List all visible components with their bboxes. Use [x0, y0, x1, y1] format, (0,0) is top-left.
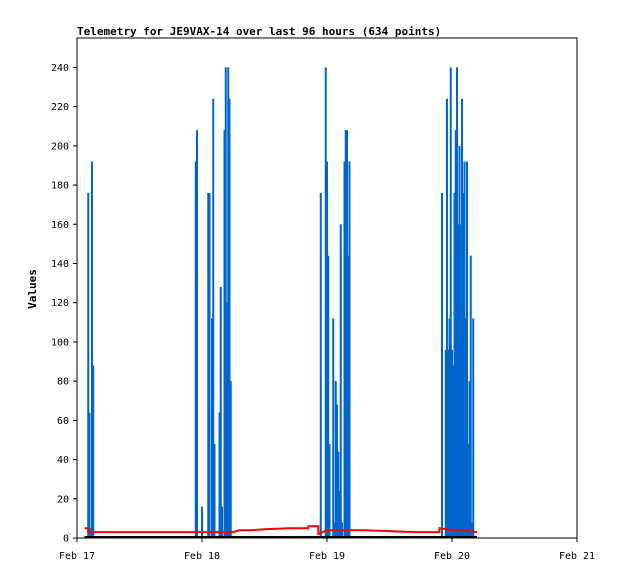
bar — [324, 67, 327, 538]
bar — [468, 381, 471, 538]
bar — [87, 192, 90, 538]
x-tick-label: Feb 17 — [59, 551, 95, 562]
bar — [332, 318, 335, 538]
bar — [223, 130, 226, 538]
bar — [218, 412, 221, 538]
x-tick-label: Feb 21 — [559, 551, 595, 562]
bar — [92, 365, 95, 538]
bar — [221, 506, 223, 538]
bar — [444, 349, 447, 538]
bar — [456, 67, 458, 538]
y-tick-label: 160 — [51, 220, 69, 231]
bar — [457, 224, 460, 538]
y-tick-label: 40 — [57, 455, 69, 466]
bar — [201, 506, 203, 538]
y-tick-label: 60 — [57, 416, 69, 427]
bar — [447, 349, 450, 538]
bar — [451, 349, 453, 538]
y-tick-label: 220 — [51, 102, 69, 113]
bar — [446, 98, 448, 539]
bar — [471, 522, 473, 538]
bar — [327, 255, 330, 538]
bar — [319, 192, 322, 538]
bar — [207, 192, 210, 538]
bar — [208, 192, 211, 538]
bar — [336, 404, 338, 538]
y-tick-label: 120 — [51, 298, 69, 309]
y-axis-label: Values — [26, 269, 39, 309]
y-tick-label: 140 — [51, 259, 69, 270]
bar — [224, 67, 227, 538]
bar — [194, 161, 197, 538]
bar — [449, 67, 452, 538]
x-tick-label: Feb 20 — [434, 551, 470, 562]
bar — [219, 287, 222, 538]
y-tick-label: 200 — [51, 141, 69, 152]
x-tick-label: Feb 18 — [184, 551, 220, 562]
bar — [462, 192, 465, 538]
y-tick-label: 100 — [51, 337, 69, 348]
bar — [472, 318, 475, 538]
bar — [347, 255, 350, 538]
bar — [91, 161, 93, 538]
bar — [338, 490, 341, 538]
bar — [212, 98, 215, 539]
bar — [464, 318, 467, 538]
bar — [346, 130, 348, 538]
bar — [469, 255, 472, 538]
bar — [328, 443, 331, 538]
bar — [348, 161, 351, 538]
y-tick-label: 20 — [57, 494, 69, 505]
bar — [229, 381, 232, 538]
bar — [461, 98, 463, 539]
bar — [453, 192, 456, 538]
y-axis: 0 20 40 60 80 100 120 140 160 180 200 220 240 — [51, 63, 77, 545]
bar — [448, 318, 451, 538]
bar — [452, 365, 455, 538]
bar — [458, 145, 461, 538]
bar — [441, 192, 443, 538]
bar — [228, 98, 231, 539]
bar — [227, 67, 230, 538]
chart-title: Telemetry for JE9VAX-14 over last 96 hou… — [77, 25, 441, 38]
bar — [88, 412, 91, 538]
bar — [339, 224, 342, 538]
y-tick-label: 0 — [63, 534, 69, 545]
y-tick-label: 80 — [57, 377, 69, 388]
bar — [463, 161, 466, 538]
bar — [454, 130, 457, 538]
bar — [459, 224, 462, 538]
red-series-line — [84, 525, 478, 536]
bar — [344, 130, 347, 538]
bar — [211, 318, 213, 538]
y-tick-label: 240 — [51, 63, 69, 74]
bar — [343, 161, 346, 538]
bar — [337, 451, 340, 538]
bar — [226, 302, 228, 538]
bar — [196, 130, 198, 538]
bar — [334, 381, 337, 538]
bar — [467, 443, 470, 538]
bar — [213, 443, 216, 538]
bar — [466, 161, 468, 538]
x-tick-label: Feb 19 — [309, 551, 345, 562]
y-tick-label: 180 — [51, 181, 69, 192]
x-axis: Feb 17 Feb 18 Feb 19 Feb 20 Feb 21 — [59, 538, 595, 562]
plot-area — [84, 67, 478, 539]
bar — [326, 161, 328, 538]
